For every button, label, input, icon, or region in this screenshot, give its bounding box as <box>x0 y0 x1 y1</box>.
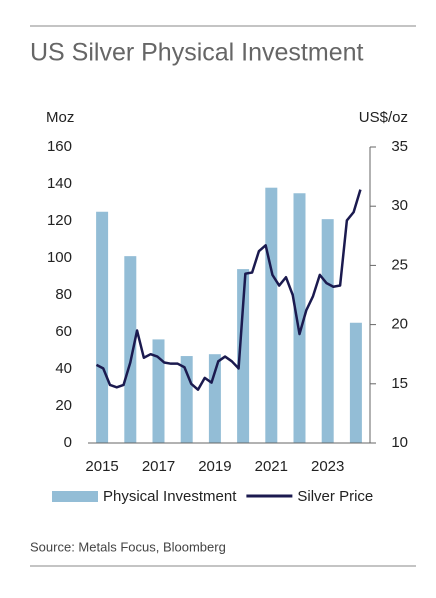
y2-tick-label: 15 <box>391 375 408 392</box>
x-tick-label: 2015 <box>85 458 118 475</box>
chart-title: US Silver Physical Investment <box>30 39 364 67</box>
bar <box>237 269 250 443</box>
bar <box>180 356 193 443</box>
y-tick-label: 40 <box>55 360 72 377</box>
y2-axis-label: US$/oz <box>359 109 408 126</box>
y-tick-label: 120 <box>47 212 72 229</box>
bar <box>265 187 278 443</box>
x-tick-label: 2021 <box>255 458 288 475</box>
bar <box>349 322 362 443</box>
legend-swatch <box>52 491 98 502</box>
y-tick-label: 60 <box>55 323 72 340</box>
x-tick-label: 2017 <box>142 458 175 475</box>
legend-label: Silver Price <box>297 488 373 505</box>
y-axis-label: Moz <box>46 109 74 126</box>
legend-label: Physical Investment <box>103 488 237 505</box>
bar <box>152 339 165 443</box>
y-tick-label: 20 <box>55 397 72 414</box>
bar <box>321 219 334 443</box>
y-tick-label: 160 <box>47 138 72 155</box>
y-tick-label: 140 <box>47 175 72 192</box>
x-tick-label: 2023 <box>311 458 344 475</box>
y2-tick-label: 35 <box>391 138 408 155</box>
bar <box>208 354 221 443</box>
y-tick-label: 0 <box>64 434 72 451</box>
source: Source: Metals Focus, Bloomberg <box>30 539 226 554</box>
bar <box>124 256 137 443</box>
y2-tick-label: 20 <box>391 316 408 333</box>
y2-tick-label: 30 <box>391 197 408 214</box>
bar <box>96 211 109 443</box>
y2-tick-label: 25 <box>391 256 408 273</box>
y2-tick-label: 10 <box>391 434 408 451</box>
x-tick-label: 2019 <box>198 458 231 475</box>
y-tick-label: 100 <box>47 249 72 266</box>
bar <box>293 193 306 443</box>
line <box>95 189 362 391</box>
y-tick-label: 80 <box>55 286 72 303</box>
